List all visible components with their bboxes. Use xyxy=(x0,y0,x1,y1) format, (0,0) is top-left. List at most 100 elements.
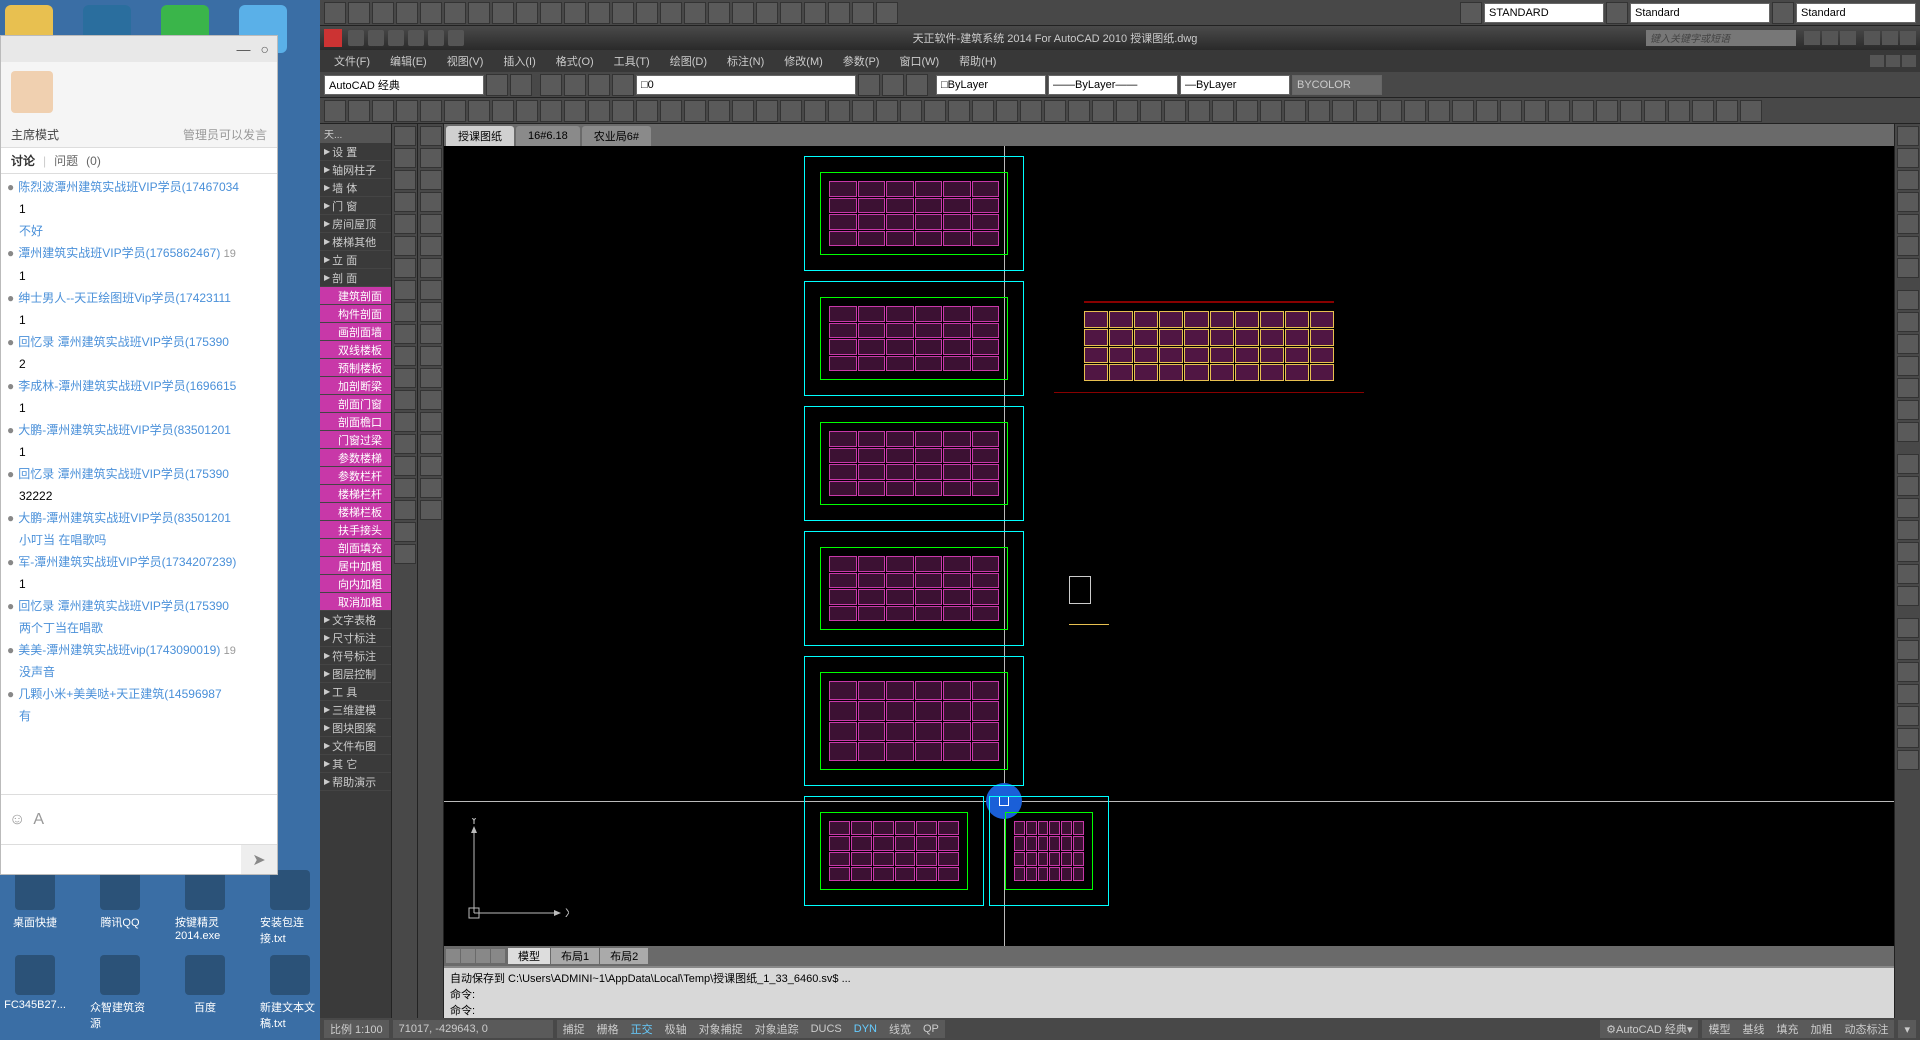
tb-btn[interactable] xyxy=(1356,100,1378,122)
tb-btn[interactable] xyxy=(1668,100,1690,122)
tb-btn[interactable] xyxy=(1284,100,1306,122)
right-tool[interactable] xyxy=(1897,618,1919,638)
tb-btn[interactable] xyxy=(396,100,418,122)
status-toggle-对象捕捉[interactable]: 对象捕捉 xyxy=(693,1020,749,1038)
draw-tool[interactable] xyxy=(394,236,416,256)
tb-btn[interactable] xyxy=(1716,100,1738,122)
font-icon[interactable]: A xyxy=(33,811,44,829)
workspace-combo[interactable]: AutoCAD 经典 xyxy=(324,75,484,95)
close-button[interactable] xyxy=(1900,31,1916,45)
modify-tool[interactable] xyxy=(420,148,442,168)
menu-item[interactable]: 修改(M) xyxy=(774,53,833,69)
tb-btn[interactable] xyxy=(924,100,946,122)
tb-btn[interactable] xyxy=(1740,100,1762,122)
modify-tool[interactable] xyxy=(420,236,442,256)
tb-btn[interactable] xyxy=(516,100,538,122)
status-toggle-极轴[interactable]: 极轴 xyxy=(659,1020,693,1038)
menu-item[interactable]: 绘图(D) xyxy=(660,53,717,69)
menu-item[interactable]: 视图(V) xyxy=(437,53,494,69)
file-tab[interactable]: 农业局6# xyxy=(582,126,651,146)
command-line[interactable]: 自动保存到 C:\Users\ADMINI~1\AppData\Local\Te… xyxy=(444,966,1894,1018)
draw-tool[interactable] xyxy=(394,434,416,454)
right-tool[interactable] xyxy=(1897,312,1919,332)
right-tool[interactable] xyxy=(1897,148,1919,168)
modify-tool[interactable] xyxy=(420,478,442,498)
desktop-shortcut[interactable]: 新建文本文稿.txt xyxy=(260,955,320,1031)
desktop-shortcut[interactable]: 按键精灵2014.exe xyxy=(175,870,235,946)
qat-redo[interactable] xyxy=(428,30,444,46)
menu-item[interactable]: 窗口(W) xyxy=(889,53,949,69)
tb-btn[interactable] xyxy=(1606,2,1628,24)
tb-btn[interactable] xyxy=(708,2,730,24)
doc-min[interactable] xyxy=(1870,55,1884,67)
tb-btn[interactable] xyxy=(1140,100,1162,122)
menu-item[interactable]: 帮助(H) xyxy=(949,53,1006,69)
file-tab[interactable]: 16#6.18 xyxy=(516,126,580,146)
tb-btn[interactable] xyxy=(1380,100,1402,122)
acad-logo-icon[interactable] xyxy=(324,29,342,47)
tb-btn[interactable] xyxy=(1212,100,1234,122)
tb-btn[interactable] xyxy=(444,100,466,122)
status-toggle[interactable]: 加粗 xyxy=(1804,1020,1838,1038)
panel-section-item[interactable]: 向内加粗 xyxy=(320,575,391,593)
menu-item[interactable]: 参数(P) xyxy=(833,53,890,69)
panel-section-item[interactable]: 楼梯栏板 xyxy=(320,503,391,521)
tb-btn[interactable] xyxy=(1236,100,1258,122)
panel-item[interactable]: ▶剖 面 xyxy=(320,269,391,287)
tb-btn[interactable] xyxy=(900,100,922,122)
draw-tool[interactable] xyxy=(394,148,416,168)
right-tool[interactable] xyxy=(1897,378,1919,398)
panel-item[interactable]: ▶符号标注 xyxy=(320,647,391,665)
right-tool[interactable] xyxy=(1897,750,1919,770)
right-tool[interactable] xyxy=(1897,236,1919,256)
tb-btn[interactable] xyxy=(372,100,394,122)
tb-btn[interactable] xyxy=(852,100,874,122)
panel-section-item[interactable]: 取消加粗 xyxy=(320,593,391,611)
tb-btn[interactable] xyxy=(1620,100,1642,122)
minimize-icon[interactable]: — xyxy=(237,41,251,57)
tb-btn[interactable] xyxy=(732,100,754,122)
tb-btn[interactable] xyxy=(612,100,634,122)
tb-btn[interactable] xyxy=(948,100,970,122)
menu-item[interactable]: 插入(I) xyxy=(493,53,545,69)
tb-btn[interactable] xyxy=(780,100,802,122)
tb-save[interactable] xyxy=(372,2,394,24)
qat-undo[interactable] xyxy=(408,30,424,46)
tb-btn[interactable] xyxy=(1500,100,1522,122)
menu-item[interactable]: 标注(N) xyxy=(717,53,774,69)
tb-btn[interactable] xyxy=(1524,100,1546,122)
layout-tab[interactable]: 布局1 xyxy=(551,948,599,964)
tb-btn[interactable] xyxy=(1476,100,1498,122)
bylayer-color[interactable]: □ByLayer xyxy=(936,75,1046,95)
panel-item[interactable]: ▶图层控制 xyxy=(320,665,391,683)
draw-tool[interactable] xyxy=(394,500,416,520)
tb-btn[interactable] xyxy=(780,2,802,24)
panel-item[interactable]: ▶工 具 xyxy=(320,683,391,701)
tb-btn[interactable] xyxy=(1164,100,1186,122)
panel-section-item[interactable]: 参数楼梯 xyxy=(320,449,391,467)
modify-tool[interactable] xyxy=(420,434,442,454)
tb-btn[interactable] xyxy=(882,74,904,96)
desktop-shortcut[interactable]: 桌面快捷 xyxy=(5,870,65,946)
tb-btn[interactable] xyxy=(972,100,994,122)
tb-btn[interactable] xyxy=(1596,100,1618,122)
tb-btn[interactable] xyxy=(1044,100,1066,122)
tb-new[interactable] xyxy=(324,2,346,24)
draw-tool[interactable] xyxy=(394,390,416,410)
draw-tool[interactable] xyxy=(394,280,416,300)
tb-btn[interactable] xyxy=(1404,100,1426,122)
panel-section-item[interactable]: 楼梯栏杆 xyxy=(320,485,391,503)
modify-tool[interactable] xyxy=(420,500,442,520)
tb-btn[interactable] xyxy=(444,2,466,24)
qat-print[interactable] xyxy=(448,30,464,46)
panel-section-item[interactable]: 双线楼板 xyxy=(320,341,391,359)
textstyle-combo[interactable]: STANDARD xyxy=(1484,3,1604,23)
panel-item[interactable]: ▶墙 体 xyxy=(320,179,391,197)
doc-max[interactable] xyxy=(1886,55,1900,67)
tb-btn[interactable] xyxy=(828,2,850,24)
tb-btn[interactable] xyxy=(636,2,658,24)
tb-btn[interactable] xyxy=(564,74,586,96)
star-icon[interactable] xyxy=(1822,31,1838,45)
right-tool[interactable] xyxy=(1897,542,1919,562)
right-tool[interactable] xyxy=(1897,476,1919,496)
